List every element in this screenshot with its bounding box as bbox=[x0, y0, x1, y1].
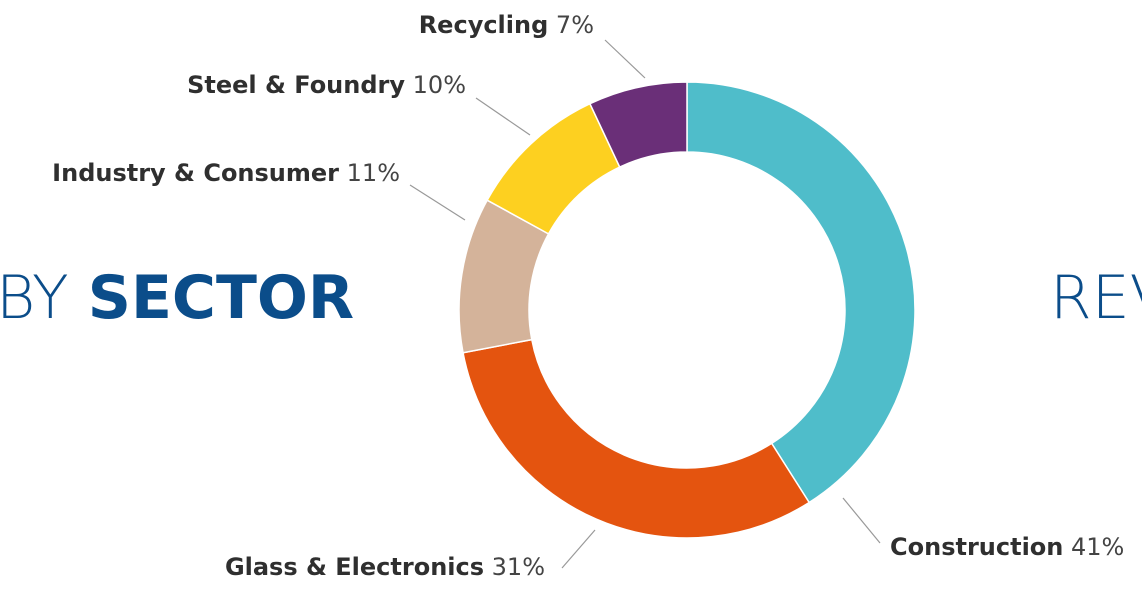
slice-label: Glass & Electronics 31% bbox=[225, 553, 545, 581]
leader-line bbox=[842, 497, 881, 544]
title-prefix: BY bbox=[0, 263, 69, 333]
slice bbox=[686, 81, 916, 504]
leader-line bbox=[475, 97, 531, 136]
leader-line bbox=[604, 39, 646, 79]
slice-label: Recycling 7% bbox=[419, 11, 594, 39]
leader-line bbox=[409, 184, 466, 221]
slice-name: Glass & Electronics bbox=[225, 553, 484, 581]
slice-value: 7% bbox=[556, 11, 594, 39]
labels: Construction 41% Glass & Electronics 31% I… bbox=[52, 11, 1124, 581]
slice-label: Construction 41% bbox=[890, 533, 1124, 561]
slice-label: Industry & Consumer 11% bbox=[52, 159, 400, 187]
slice-value: 11% bbox=[347, 159, 400, 187]
slice-name: Industry & Consumer bbox=[52, 159, 339, 187]
slice bbox=[462, 338, 811, 539]
title-emphasis: SECTOR bbox=[88, 263, 354, 333]
slice-name: Construction bbox=[890, 533, 1063, 561]
slice-name: Recycling bbox=[419, 11, 549, 39]
slice-value: 10% bbox=[413, 71, 466, 99]
chart-title: BY SECTOR bbox=[0, 263, 354, 333]
slice-value: 41% bbox=[1071, 533, 1124, 561]
slice bbox=[588, 81, 688, 169]
leader-line bbox=[561, 529, 596, 569]
slice-name: Steel & Foundry bbox=[187, 71, 405, 99]
next-title: REV bbox=[1050, 263, 1142, 333]
slice-value: 31% bbox=[492, 553, 545, 581]
slice-label: Steel & Foundry 10% bbox=[187, 71, 466, 99]
donut bbox=[458, 81, 916, 539]
